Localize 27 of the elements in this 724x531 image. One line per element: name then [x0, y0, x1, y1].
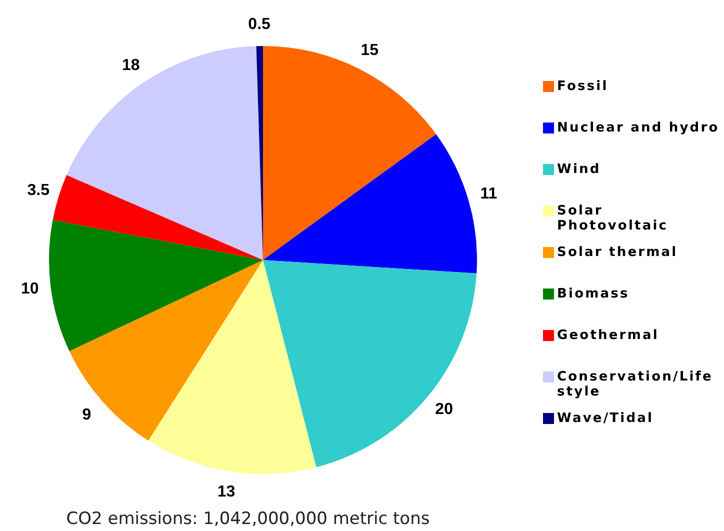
pie-slice	[263, 260, 477, 468]
legend-label: Solar Photovoltaic	[557, 203, 668, 234]
data-label: 3.5	[27, 182, 50, 200]
data-label: 11	[480, 186, 498, 203]
data-label: 18	[122, 56, 140, 74]
pie-slice	[49, 220, 263, 352]
legend-label: Fossil	[557, 78, 608, 94]
pie-slice	[69, 260, 263, 441]
pie-slice	[263, 46, 436, 260]
data-label: 10	[20, 280, 39, 298]
legend-label: Nuclear and hydro	[557, 120, 720, 136]
data-label: 15	[360, 42, 379, 59]
text: CO2 emissions: 1,042,000,000 metric tons	[66, 509, 430, 529]
legend-label: Geothermal	[557, 328, 659, 343]
pie-slice	[66, 46, 263, 260]
legend-label: Wind	[557, 162, 601, 177]
legend-label: Biomass	[557, 286, 630, 302]
pie-slice	[52, 175, 263, 260]
legend-label: Conservation/Life style	[557, 369, 713, 400]
pie-slice	[148, 260, 316, 474]
pie-slice	[263, 134, 477, 274]
data-label: 13	[217, 483, 236, 500]
legend-label: Wave/Tidal	[557, 410, 654, 426]
data-label: 9	[82, 406, 92, 424]
legend-label: Solar thermal	[557, 244, 678, 260]
data-label: 0.5	[248, 16, 271, 34]
data-label: 20	[435, 401, 454, 418]
